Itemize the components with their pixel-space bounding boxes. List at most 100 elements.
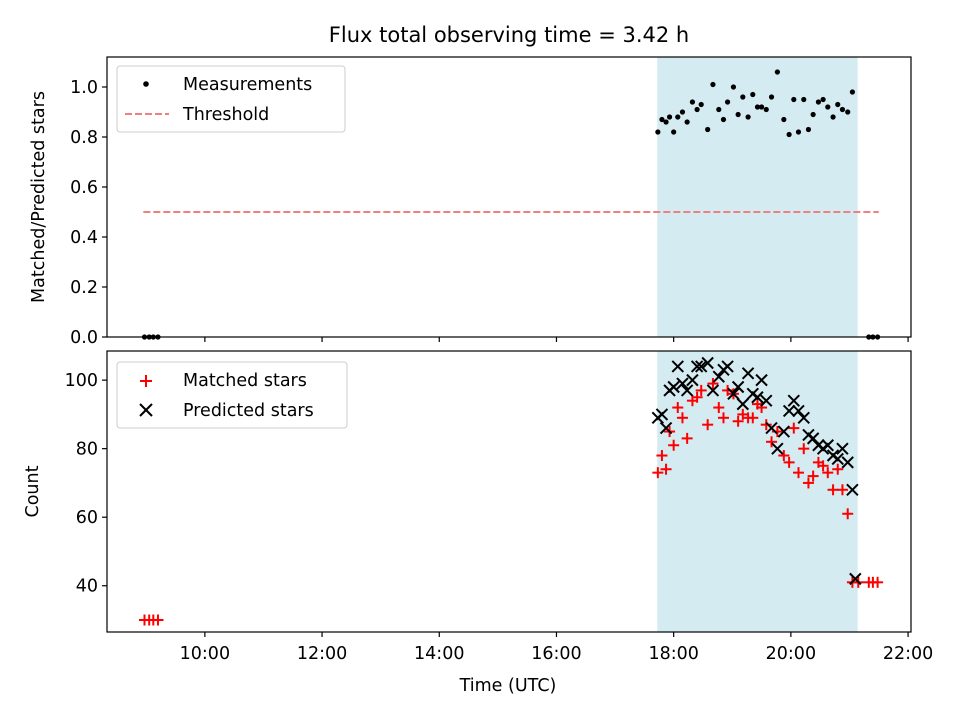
bottom-y-axis-label: Count — [23, 465, 43, 517]
measurement-point — [655, 129, 661, 135]
predicted-star-point — [797, 411, 810, 425]
matched-star-point — [707, 378, 719, 390]
predicted-star-stroke — [831, 452, 844, 466]
x-axis-label: Time (UTC) — [459, 676, 557, 696]
predicted-star-stroke — [777, 425, 791, 438]
bottom-axes-frame — [106, 350, 912, 633]
bottom-y-tick-label: 80 — [76, 440, 98, 460]
predicted-star-point — [736, 397, 750, 411]
predicted-star-point — [676, 377, 689, 390]
matched-star-point — [747, 412, 759, 424]
predicted-star-stroke — [721, 360, 734, 373]
matched-star-point — [717, 412, 729, 424]
matched-star-point — [827, 484, 839, 496]
legend-marker-predicted — [139, 403, 153, 417]
measurement-point — [716, 106, 722, 113]
legend-label-matched: Matched stars — [183, 371, 307, 391]
matched-star-point — [836, 484, 848, 496]
predicted-star-stroke — [686, 373, 699, 387]
predicted-star-stroke — [741, 367, 755, 380]
measurement-point — [684, 119, 690, 125]
measurement-point — [825, 104, 831, 110]
matched-star-point — [822, 467, 834, 479]
predicted-star-stroke — [655, 408, 669, 421]
predicted-star-point — [777, 425, 791, 438]
measurement-point — [724, 99, 731, 105]
measurement-point — [659, 116, 665, 123]
predicted-star-point — [671, 360, 684, 373]
predicted-star-point — [680, 384, 694, 397]
measurement-point — [745, 114, 751, 120]
matched-star-point — [766, 436, 778, 448]
matched-star-point — [832, 463, 844, 475]
predicted-star-stroke — [659, 421, 673, 435]
measurement-point — [758, 104, 765, 110]
measurement-point — [710, 81, 716, 88]
bottom-legend-box — [116, 361, 348, 429]
predicted-star-point — [849, 572, 862, 586]
x-tick-label: 14:00 — [414, 644, 464, 664]
predicted-star-point — [787, 394, 801, 407]
measurement-point — [774, 69, 780, 75]
predicted-star-stroke — [846, 483, 859, 496]
predicted-star-point — [659, 421, 673, 435]
matched-star-point — [760, 419, 772, 431]
predicted-star-point — [727, 387, 740, 401]
x-tick-label: 22:00 — [883, 644, 933, 664]
measurement-point — [750, 91, 756, 98]
predicted-star-point — [721, 360, 734, 373]
matched-star-point — [872, 576, 884, 588]
matched-star-point — [695, 384, 707, 396]
matched-star-point — [652, 467, 664, 479]
top-y-tick-label: 0.6 — [70, 178, 98, 198]
top-y-tick-label: 0.2 — [70, 278, 98, 298]
predicted-star-point — [765, 421, 778, 435]
bottom-y-tick-label: 60 — [76, 508, 98, 528]
predicted-star-stroke — [771, 442, 784, 455]
top-shaded-region — [657, 57, 858, 337]
matched-star-point — [152, 614, 164, 626]
measurement-point — [805, 126, 812, 133]
matched-star-point — [842, 508, 854, 520]
measurement-point — [666, 114, 673, 120]
bottom-y-tick-label: 100 — [65, 371, 98, 391]
predicted-star-point — [771, 442, 784, 455]
measurement-point — [849, 89, 855, 95]
bottom-y-tick-label: 40 — [76, 577, 98, 597]
bottom-legend: Matched stars Predicted stars — [116, 361, 348, 429]
predicted-star-point — [751, 391, 764, 404]
measurement-point — [810, 111, 816, 118]
predicted-star-stroke — [706, 384, 720, 397]
matched-star-point — [792, 467, 804, 479]
predicted-star-point — [792, 404, 805, 418]
matched-star-point — [798, 443, 810, 455]
measurement-point — [795, 129, 802, 135]
predicted-star-point — [731, 380, 745, 394]
predicted-star-stroke — [701, 356, 714, 370]
top-y-tick-label: 0.0 — [70, 328, 98, 348]
predicted-star-point — [806, 432, 820, 445]
predicted-star-stroke — [736, 397, 750, 411]
matched-star-point — [681, 432, 693, 444]
predicted-star-point — [701, 356, 714, 370]
matched-star-point — [807, 470, 819, 482]
x-tick-label: 12:00 — [297, 644, 347, 664]
measurement-point — [740, 94, 746, 100]
predicted-star-stroke — [765, 421, 778, 435]
matched-star-point — [817, 460, 829, 472]
predicted-star-point — [782, 404, 796, 418]
predicted-star-stroke — [751, 391, 764, 404]
legend-marker-matched — [140, 375, 152, 387]
measurement-point — [830, 114, 836, 120]
predicted-star-point — [760, 394, 773, 407]
predicted-star-point — [821, 439, 834, 452]
top-y-tick-label: 1.0 — [70, 78, 98, 98]
matched-star-point — [778, 450, 790, 462]
matched-star-point — [691, 391, 703, 403]
chart-title: Flux total observing time = 3.42 h — [329, 23, 689, 47]
predicted-star-point — [755, 373, 768, 387]
predicted-star-point — [706, 384, 720, 397]
predicted-star-stroke — [841, 456, 854, 469]
measurement-point — [845, 109, 851, 115]
